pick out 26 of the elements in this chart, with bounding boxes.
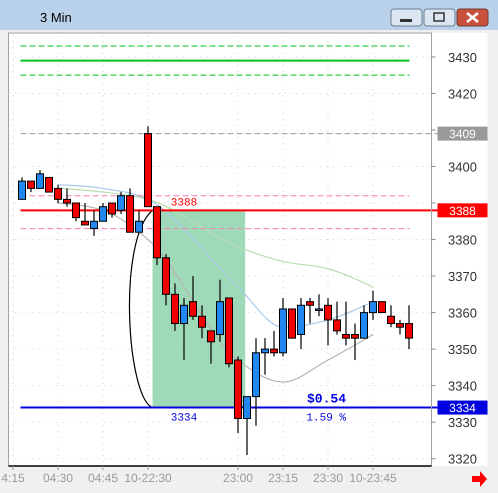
x-tick-label: 23:00 xyxy=(222,471,254,485)
ref-line-label: 3388 xyxy=(170,197,198,210)
y-tick-label: 3370 xyxy=(448,269,477,284)
x-tick-label: 10-22:30 xyxy=(124,471,172,485)
y-tick-label: 3330 xyxy=(448,415,477,430)
x-tick-label: 23:15 xyxy=(268,471,298,485)
ref-line-label: 3334 xyxy=(170,412,198,425)
y-tick-label: 3360 xyxy=(448,306,477,321)
y-tick-label: 3400 xyxy=(448,159,477,174)
x-tick-label: 4:15 xyxy=(1,471,25,485)
ref-line-label: 3409 xyxy=(449,127,476,142)
y-tick-label: 3320 xyxy=(448,452,477,467)
chart-title: 3 Min xyxy=(40,10,72,25)
text: 3334 xyxy=(449,401,476,416)
y-tick-label: 3340 xyxy=(448,378,477,394)
annotation: 1.59 % xyxy=(306,412,346,425)
x-tick-label: 04:30 xyxy=(42,471,74,485)
x-tick-label: 23:30 xyxy=(312,471,344,485)
x-tick-label: 04:45 xyxy=(88,471,118,485)
text: 3388 xyxy=(449,204,476,218)
annotation: $0.54 xyxy=(306,392,346,407)
y-tick-label: 3420 xyxy=(448,86,477,102)
x-tick-label: 10-23:45 xyxy=(349,471,398,485)
y-tick-label: 3380 xyxy=(448,232,477,248)
y-tick-label: 3430 xyxy=(448,50,477,65)
y-tick-label: 3350 xyxy=(448,342,477,358)
